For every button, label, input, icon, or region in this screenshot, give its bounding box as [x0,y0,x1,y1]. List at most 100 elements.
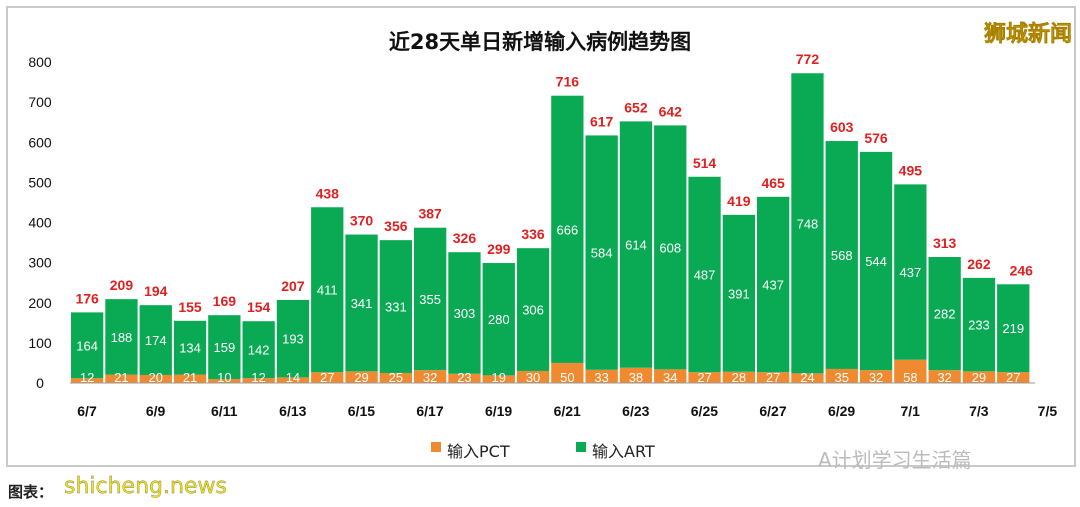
art-value-label: 159 [213,340,235,355]
pct-value-label: 20 [149,370,163,385]
bar-pct [208,378,241,383]
pct-value-label: 27 [697,370,711,385]
bar-art [962,277,996,372]
pct-value-label: 23 [457,370,471,385]
pct-value-label: 24 [800,370,814,385]
total-value-label: 246 [1010,262,1034,278]
art-value-label: 391 [728,286,750,301]
pct-value-label: 27 [1006,370,1020,385]
art-value-label: 437 [899,265,921,280]
total-value-label: 514 [693,155,717,171]
x-tick-label: 6/29 [828,403,855,419]
bar-art [208,315,241,379]
art-value-label: 164 [76,338,98,353]
bar-pct [619,367,653,383]
pct-value-label: 10 [217,370,231,385]
pct-value-label: 27 [766,370,780,385]
x-tick-label: 6/15 [348,403,375,419]
bar-art [139,305,172,375]
y-tick-label: 500 [28,174,52,190]
bar-pct [71,378,104,383]
y-tick-label: 600 [28,134,52,150]
total-value-label: 154 [247,299,271,315]
total-value-label: 419 [727,193,751,209]
bar-pct [414,370,447,383]
pct-value-label: 12 [251,370,265,385]
art-value-label: 303 [454,306,476,321]
x-tick-label: 6/13 [279,403,306,419]
total-value-label: 176 [75,290,99,306]
art-value-label: 355 [419,292,441,307]
pct-value-label: 21 [114,370,128,385]
y-tick-label: 800 [28,54,52,70]
total-value-label: 617 [590,113,614,129]
bar-pct [928,370,961,383]
x-tick-label: 6/19 [485,403,512,419]
bar-pct [242,378,275,383]
art-value-label: 174 [145,333,167,348]
logo: 狮城新闻 [983,22,1073,48]
x-tick-label: 6/27 [759,403,786,419]
bar-art [894,184,927,360]
pct-value-label: 32 [937,370,951,385]
y-tick-label: 400 [28,215,52,231]
art-value-label: 233 [968,318,990,333]
bar-art [688,176,721,373]
bar-art [345,234,378,372]
bar-pct [105,374,138,383]
pct-value-label: 50 [560,370,574,385]
bar-pct [722,371,755,383]
art-value-label: 544 [865,254,887,269]
art-value-label: 306 [522,303,544,318]
x-tick-label: 6/9 [146,403,166,419]
bar-pct [276,377,310,383]
pct-value-label: 27 [320,370,334,385]
bar-art [414,227,447,371]
art-value-label: 142 [248,343,270,358]
total-value-label: 313 [933,235,957,251]
legend-swatch-pct [431,442,441,452]
art-value-label: 437 [762,277,784,292]
bar-art [791,73,824,374]
bar-pct [825,368,858,383]
total-value-label: 465 [761,175,785,191]
total-value-label: 576 [864,130,888,146]
total-value-label: 495 [899,162,923,178]
y-tick-label: 0 [36,375,44,391]
legend-swatch-art [576,442,586,452]
total-value-label: 209 [110,277,134,293]
art-value-label: 282 [934,307,956,322]
art-value-label: 568 [831,248,853,263]
pct-value-label: 29 [972,370,986,385]
art-value-label: 666 [556,222,578,237]
pct-value-label: 28 [732,370,746,385]
pct-value-label: 12 [80,370,94,385]
art-value-label: 280 [488,312,510,327]
y-tick-label: 200 [28,295,52,311]
bar-pct [894,359,927,383]
bar-art [757,196,790,373]
bar-art [928,257,961,371]
y-tick-label: 300 [28,255,52,271]
bar-art [722,214,755,372]
bar-art [654,125,687,370]
pct-value-label: 35 [835,370,849,385]
bar-art [242,321,275,379]
y-tick-label: 100 [28,335,52,351]
art-value-label: 331 [385,300,407,315]
legend-label-pct: 输入PCT [447,442,510,461]
art-value-label: 188 [111,330,133,345]
total-value-label: 716 [556,74,580,90]
bar-art [859,151,893,371]
pct-value-label: 25 [389,370,403,385]
bar-pct [551,362,584,383]
x-tick-label: 6/7 [77,403,97,419]
total-value-label: 207 [281,278,305,294]
total-value-label: 169 [213,293,237,309]
bar-art [276,299,310,378]
bar-art [585,135,618,370]
bar-pct [173,374,207,383]
pct-value-label: 14 [286,370,300,385]
pct-value-label: 32 [423,370,437,385]
